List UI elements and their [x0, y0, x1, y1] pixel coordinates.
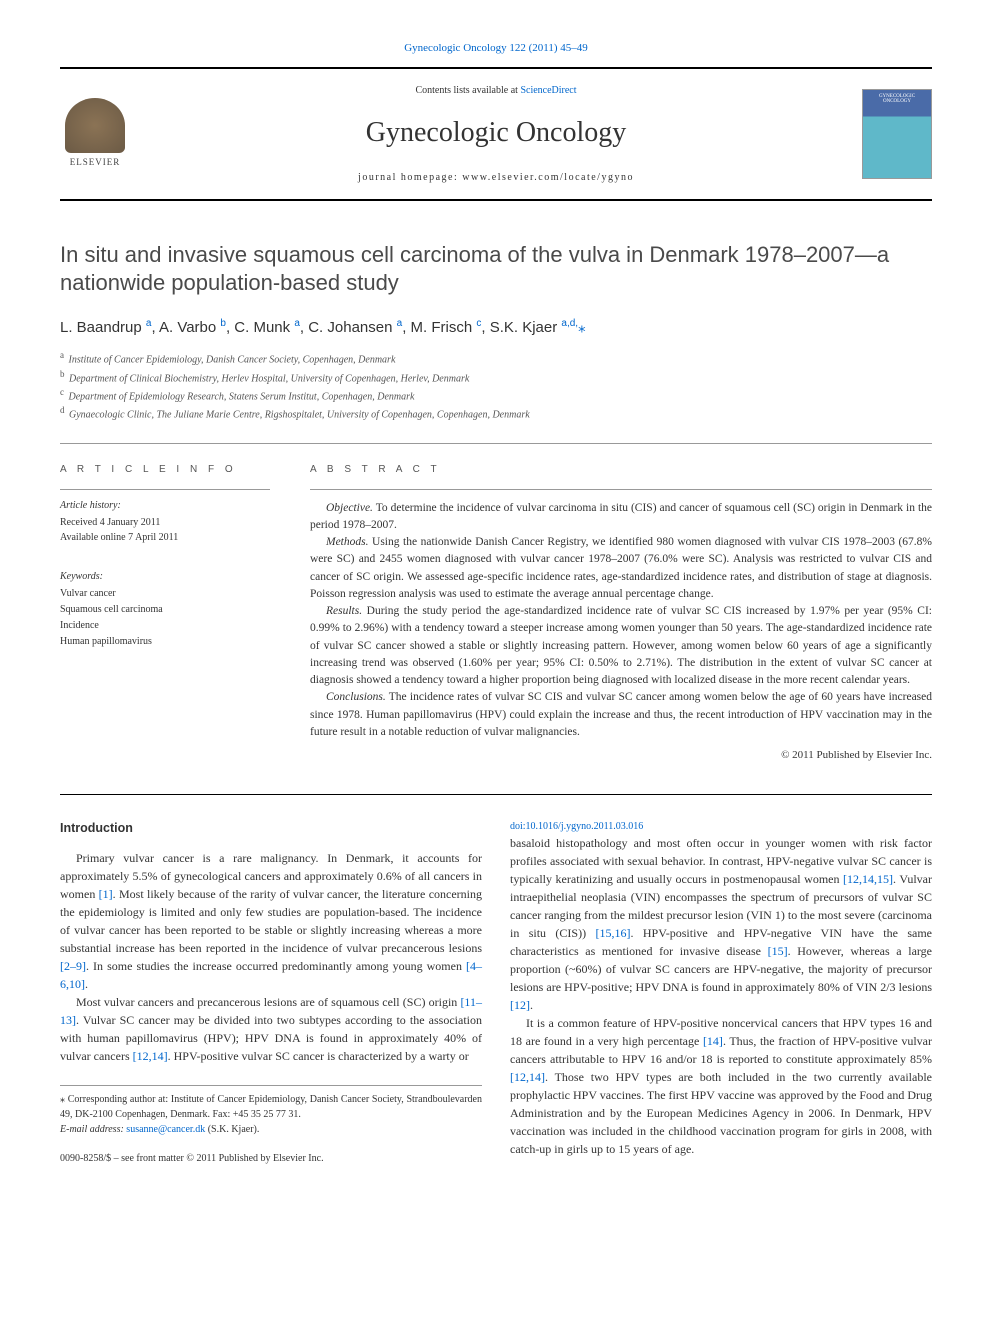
ref-link[interactable]: [2–9] — [60, 959, 86, 973]
ref-link[interactable]: [15,16] — [595, 926, 630, 940]
affiliation: b Department of Clinical Biochemistry, H… — [60, 368, 932, 386]
abstract-copyright: © 2011 Published by Elsevier Inc. — [310, 747, 932, 764]
body-paragraph: It is a common feature of HPV-positive n… — [510, 1014, 932, 1158]
keyword-list: Vulvar cancerSquamous cell carcinomaInci… — [60, 586, 270, 650]
divider — [60, 443, 932, 444]
body-paragraph: basaloid histopathology and most often o… — [510, 834, 932, 1014]
corresponding-footnote: ⁎ Corresponding author at: Institute of … — [60, 1085, 482, 1137]
affiliation: d Gynaecologic Clinic, The Juliane Marie… — [60, 404, 932, 422]
email-label: E-mail address: — [60, 1124, 126, 1135]
affiliation: a Institute of Cancer Epidemiology, Dani… — [60, 349, 932, 367]
keywords-heading: Keywords: — [60, 569, 270, 584]
article-history: Article history: Received 4 January 2011… — [60, 489, 270, 545]
article-info-label: A R T I C L E I N F O — [60, 462, 270, 477]
ref-link[interactable]: [4–6,10] — [60, 959, 482, 991]
elsevier-tree-icon — [65, 98, 125, 153]
email-who: (S.K. Kjaer). — [205, 1124, 259, 1135]
abstract-paragraph: Conclusions. The incidence rates of vulv… — [310, 689, 932, 741]
info-abstract-row: A R T I C L E I N F O Article history: R… — [60, 462, 932, 764]
abstract-paragraph: Objective. To determine the incidence of… — [310, 500, 932, 535]
journal-homepage: journal homepage: www.elsevier.com/locat… — [130, 170, 862, 185]
ref-link[interactable]: [15] — [768, 944, 788, 958]
affiliations: a Institute of Cancer Epidemiology, Dani… — [60, 349, 932, 422]
doi-line: doi:10.1016/j.ygyno.2011.03.016 — [510, 819, 932, 834]
ref-link[interactable]: [12,14] — [133, 1049, 168, 1063]
article-info: A R T I C L E I N F O Article history: R… — [60, 462, 270, 764]
abstract: A B S T R A C T Objective. To determine … — [310, 462, 932, 764]
keyword: Incidence — [60, 618, 270, 634]
keyword: Human papillomavirus — [60, 634, 270, 650]
abstract-paragraph: Results. During the study period the age… — [310, 603, 932, 689]
ref-link[interactable]: [12,14,15] — [843, 872, 893, 886]
abstract-label: A B S T R A C T — [310, 462, 932, 477]
elsevier-logo: ELSEVIER — [60, 94, 130, 174]
introduction-heading: Introduction — [60, 819, 482, 838]
corresponding-text: ⁎ Corresponding author at: Institute of … — [60, 1092, 482, 1122]
ref-link[interactable]: [12,14] — [510, 1070, 545, 1084]
body-paragraph: Most vulvar cancers and precancerous les… — [60, 993, 482, 1065]
front-matter: 0090-8258/$ – see front matter © 2011 Pu… — [60, 1151, 482, 1166]
contents-prefix: Contents lists available at — [415, 85, 520, 96]
contents-available: Contents lists available at ScienceDirec… — [130, 83, 862, 98]
journal-cover-thumbnail — [862, 89, 932, 179]
sciencedirect-link[interactable]: ScienceDirect — [520, 85, 576, 96]
journal-title: Gynecologic Oncology — [130, 112, 862, 154]
article-title: In situ and invasive squamous cell carci… — [60, 241, 932, 298]
journal-reference: Gynecologic Oncology 122 (2011) 45–49 — [60, 40, 932, 57]
ref-link[interactable]: [11–13] — [60, 995, 482, 1027]
keyword: Squamous cell carcinoma — [60, 602, 270, 618]
email-link[interactable]: susanne@cancer.dk — [126, 1124, 205, 1135]
abstract-paragraph: Methods. Using the nationwide Danish Can… — [310, 534, 932, 603]
ref-link[interactable]: [14] — [703, 1034, 723, 1048]
homepage-prefix: journal homepage: — [358, 172, 462, 183]
keywords-block: Keywords: Vulvar cancerSquamous cell car… — [60, 561, 270, 650]
email-line: E-mail address: susanne@cancer.dk (S.K. … — [60, 1122, 482, 1137]
body-paragraph: Primary vulvar cancer is a rare malignan… — [60, 849, 482, 993]
homepage-url[interactable]: www.elsevier.com/locate/ygyno — [462, 172, 634, 183]
history-heading: Article history: — [60, 498, 270, 513]
keyword: Vulvar cancer — [60, 586, 270, 602]
ref-link[interactable]: [12] — [510, 998, 530, 1012]
ref-link[interactable]: [1] — [99, 887, 113, 901]
author-list: L. Baandrup a, A. Varbo b, C. Munk a, C.… — [60, 316, 932, 340]
elsevier-text: ELSEVIER — [70, 156, 121, 170]
doi-link[interactable]: doi:10.1016/j.ygyno.2011.03.016 — [510, 821, 643, 832]
journal-header: ELSEVIER Contents lists available at Sci… — [60, 67, 932, 201]
online-date: Available online 7 April 2011 — [60, 530, 270, 545]
article-body: Introduction Primary vulvar cancer is a … — [60, 819, 932, 1167]
header-center: Contents lists available at ScienceDirec… — [130, 83, 862, 185]
abstract-body: Objective. To determine the incidence of… — [310, 489, 932, 764]
received-date: Received 4 January 2011 — [60, 515, 270, 530]
full-divider — [60, 794, 932, 795]
affiliation: c Department of Epidemiology Research, S… — [60, 386, 932, 404]
